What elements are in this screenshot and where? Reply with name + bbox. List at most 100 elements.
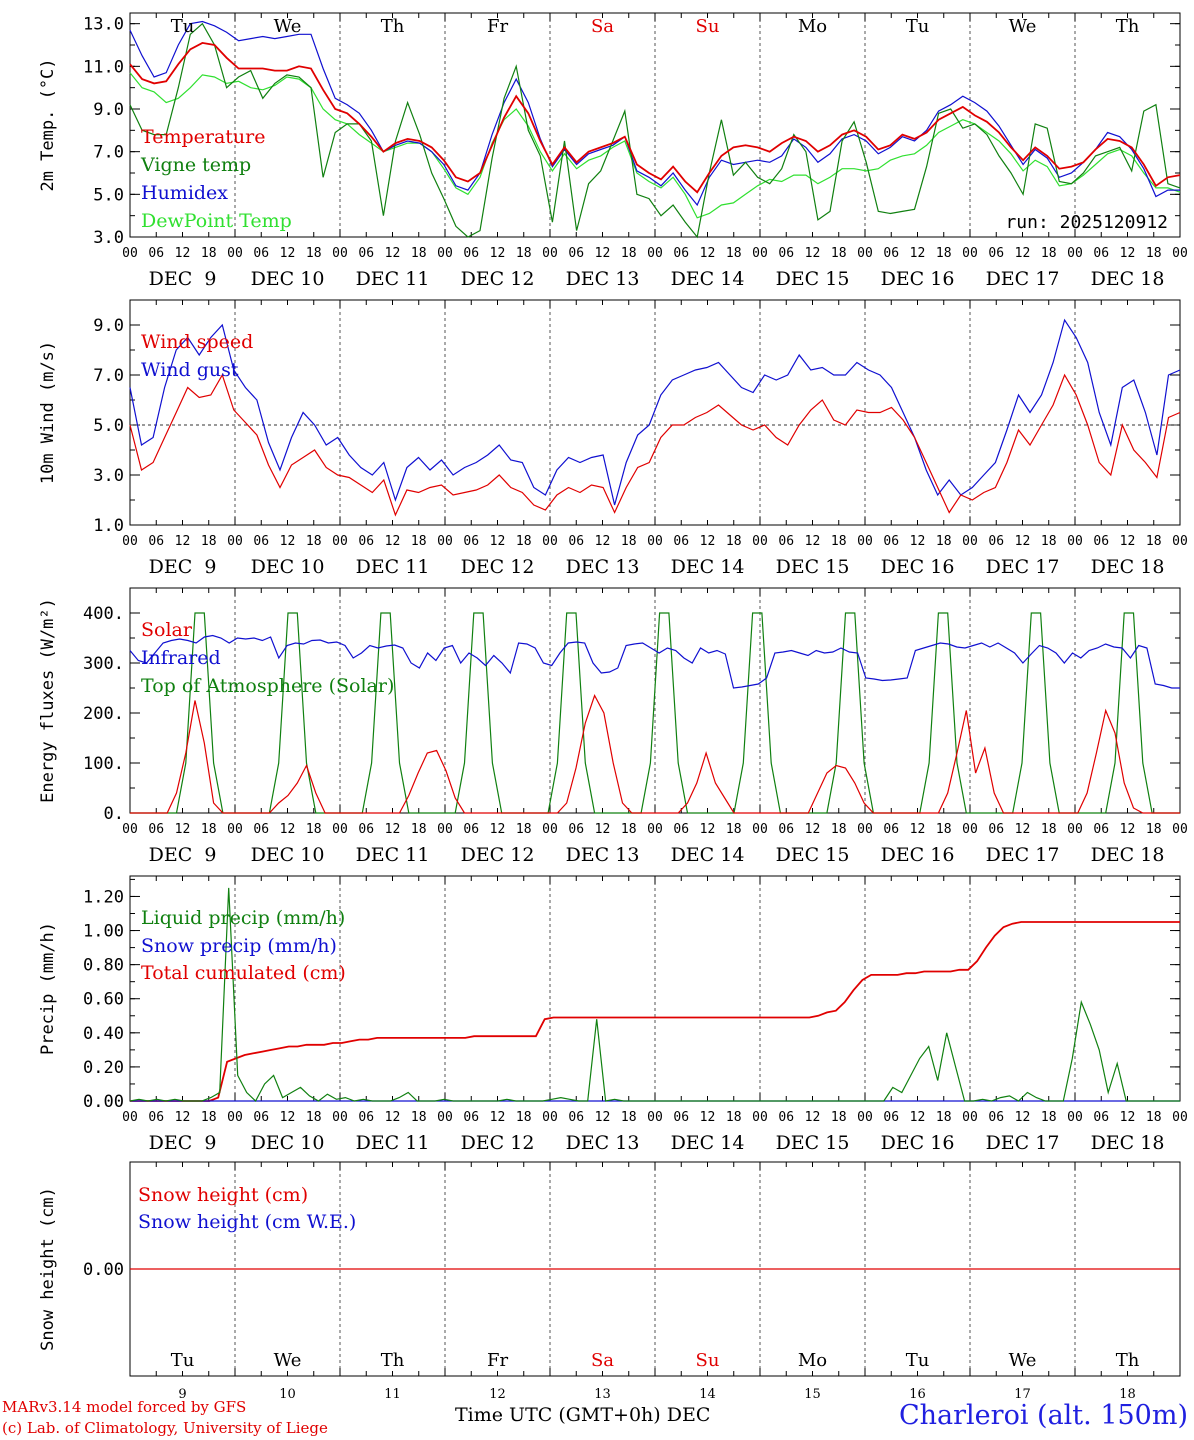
hour-tick-label: 12 (805, 534, 821, 549)
hour-tick-label: 18 (621, 1110, 637, 1125)
hour-tick-label: 12 (700, 822, 716, 837)
hour-tick-label: 00 (1172, 246, 1188, 261)
date-label: DEC 16 (881, 1132, 955, 1154)
hour-tick-label: 18 (411, 534, 427, 549)
y-tick-label: 5.0 (93, 185, 124, 205)
hour-tick-label: 00 (122, 534, 138, 549)
y-tick-label: 3.0 (93, 466, 124, 486)
series-line-solar (130, 693, 1180, 814)
hour-tick-label: 12 (805, 1110, 821, 1125)
legend-entry: Solar (141, 619, 193, 641)
hour-tick-label: 00 (857, 534, 873, 549)
hour-tick-label: 00 (752, 822, 768, 837)
hour-tick-label: 06 (253, 246, 269, 261)
day-number-label: 16 (909, 1387, 926, 1402)
y-tick-label: 1.00 (83, 922, 124, 942)
weekday-label: We (1009, 16, 1037, 37)
legend-entry: Snow precip (mm/h) (141, 935, 337, 957)
hour-tick-label: 12 (700, 246, 716, 261)
hour-tick-label: 12 (280, 1110, 296, 1125)
y-tick-label: 300. (83, 654, 124, 674)
series-line-vigne-temp (129, 22, 1181, 239)
hour-tick-label: 12 (1120, 534, 1136, 549)
hour-tick-label: 18 (936, 246, 952, 261)
date-label: DEC 12 (461, 268, 535, 290)
hour-tick-label: 06 (568, 1110, 584, 1125)
legend-entry: Wind gust (141, 359, 239, 381)
legend-entry: Top of Atmosphere (Solar) (141, 675, 394, 697)
hour-tick-label: 06 (883, 246, 899, 261)
hour-tick-label: 12 (175, 534, 191, 549)
hour-tick-label: 12 (805, 822, 821, 837)
hour-tick-label: 12 (1015, 1110, 1031, 1125)
hour-tick-label: 18 (1041, 534, 1057, 549)
y-tick-label: 13.0 (83, 15, 124, 35)
hour-tick-label: 12 (910, 246, 926, 261)
hour-tick-label: 06 (883, 1110, 899, 1125)
weekday-label: Th (1116, 16, 1140, 37)
hour-tick-label: 06 (358, 246, 374, 261)
hour-tick-label: 00 (227, 246, 243, 261)
hour-tick-label: 12 (385, 1110, 401, 1125)
hour-tick-label: 00 (962, 1110, 978, 1125)
weekday-label: Mo (798, 16, 827, 37)
weekday-label-bottom: Su (696, 1350, 720, 1371)
y-tick-label: 9.0 (93, 316, 124, 336)
hour-tick-label: 06 (673, 822, 689, 837)
legend-entry: Temperature (141, 126, 265, 148)
weekday-label-bottom: Th (381, 1350, 405, 1371)
hour-tick-label: 00 (752, 534, 768, 549)
hour-tick-label: 12 (490, 534, 506, 549)
hour-tick-label: 00 (1172, 822, 1188, 837)
y-tick-label: 0.40 (83, 1024, 124, 1044)
hour-tick-label: 18 (936, 534, 952, 549)
run-label: run: 2025120912 (1005, 212, 1168, 233)
hour-tick-label: 12 (175, 822, 191, 837)
hour-tick-label: 00 (227, 822, 243, 837)
y-tick-label: 1.20 (83, 887, 124, 907)
day-number-label: 12 (489, 1387, 506, 1402)
hour-tick-label: 00 (332, 1110, 348, 1125)
date-label: DEC 17 (986, 1132, 1060, 1154)
hour-tick-label: 00 (122, 1110, 138, 1125)
date-label: DEC 11 (356, 1132, 430, 1154)
hour-tick-label: 00 (1172, 534, 1188, 549)
hour-tick-label: 06 (778, 822, 794, 837)
hour-tick-label: 18 (621, 822, 637, 837)
hour-tick-label: 18 (831, 534, 847, 549)
hour-tick-label: 00 (542, 534, 558, 549)
hour-tick-label: 00 (857, 822, 873, 837)
series-line-liquid-precip-mm-h- (129, 887, 1180, 1102)
date-label: DEC 18 (1091, 844, 1165, 866)
series-line-dewpoint-temp (129, 72, 1181, 219)
hour-tick-label: 12 (1120, 822, 1136, 837)
hour-tick-label: 06 (988, 822, 1004, 837)
hour-tick-label: 06 (883, 822, 899, 837)
hour-tick-label: 00 (1067, 534, 1083, 549)
date-label: DEC 11 (356, 268, 430, 290)
hour-tick-label: 18 (1041, 1110, 1057, 1125)
date-label: DEC 13 (566, 268, 640, 290)
hour-tick-label: 00 (1172, 1110, 1188, 1125)
hour-tick-label: 18 (621, 534, 637, 549)
y-tick-label: 11.0 (83, 57, 124, 77)
date-label: DEC 12 (461, 844, 535, 866)
y-tick-label: 0.20 (83, 1058, 124, 1078)
date-label: DEC 13 (566, 1132, 640, 1154)
hour-tick-label: 00 (1067, 1110, 1083, 1125)
hour-tick-label: 06 (148, 822, 164, 837)
hour-tick-label: 00 (647, 534, 663, 549)
date-label: DEC 15 (776, 556, 850, 578)
y-tick-label: 1.0 (93, 516, 124, 536)
hour-tick-label: 06 (988, 246, 1004, 261)
date-label: DEC 9 (149, 1132, 217, 1154)
weekday-label-bottom: We (1009, 1350, 1037, 1371)
legend-entry: Humidex (141, 182, 228, 204)
hour-tick-label: 06 (148, 246, 164, 261)
hour-tick-label: 06 (673, 534, 689, 549)
hour-tick-label: 18 (306, 822, 322, 837)
credit-model: MARv3.14 model forced by GFS (2, 1398, 247, 1416)
legend-entry: Wind speed (141, 331, 253, 353)
hour-tick-label: 06 (1093, 246, 1109, 261)
hour-tick-label: 00 (437, 534, 453, 549)
